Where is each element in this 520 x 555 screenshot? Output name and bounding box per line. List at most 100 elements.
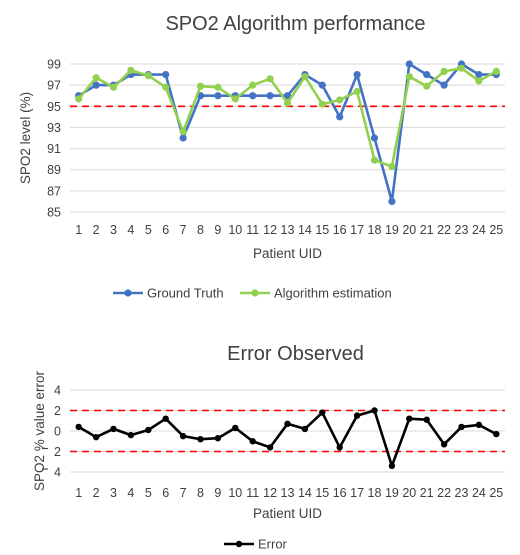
data-point	[249, 92, 257, 100]
x-tick-label: 19	[385, 223, 399, 237]
y-tick-label: 91	[47, 142, 61, 156]
x-tick-label: 16	[333, 486, 347, 500]
data-point	[214, 434, 222, 442]
data-point	[92, 74, 100, 82]
x-tick-label: 22	[437, 486, 451, 500]
data-point	[92, 433, 100, 441]
y-tick-label: 2	[54, 445, 61, 459]
y-tick-label: 99	[47, 58, 61, 72]
data-point	[109, 83, 118, 91]
data-point	[493, 430, 500, 438]
y-tick-label: 89	[47, 163, 61, 177]
x-tick-label: 7	[180, 223, 187, 237]
x-tick-label: 9	[214, 486, 221, 500]
data-point	[440, 81, 448, 89]
x-tick-label: 13	[281, 223, 295, 237]
data-point	[75, 423, 82, 431]
x-tick-label: 3	[110, 486, 117, 500]
x-axis-label: Patient UID	[253, 506, 322, 521]
data-point	[232, 424, 239, 432]
x-tick-label: 4	[127, 486, 134, 500]
x-tick-label: 19	[385, 486, 399, 500]
data-point	[370, 156, 379, 164]
data-point	[75, 95, 83, 103]
data-point	[336, 444, 343, 451]
x-tick-label: 20	[402, 223, 416, 237]
data-point	[266, 75, 274, 83]
y-tick-label: 93	[47, 121, 61, 135]
y-tick-label: 0	[54, 425, 61, 439]
x-tick-label: 12	[263, 486, 277, 500]
data-point	[110, 425, 117, 433]
data-point	[127, 431, 135, 439]
data-point	[405, 73, 413, 81]
data-point	[336, 113, 344, 121]
x-tick-label: 10	[228, 486, 242, 500]
x-tick-label: 21	[420, 486, 434, 500]
x-tick-label: 8	[197, 486, 204, 500]
data-point	[388, 197, 396, 206]
chart-title: SPO2 Algorithm performance	[165, 13, 425, 35]
x-tick-label: 11	[246, 486, 259, 500]
x-tick-label: 10	[228, 223, 242, 237]
x-tick-label: 25	[489, 223, 503, 237]
x-tick-label: 3	[110, 223, 117, 237]
x-tick-label: 17	[350, 223, 364, 237]
x-tick-label: 11	[246, 223, 259, 237]
data-point	[145, 426, 152, 434]
data-point	[353, 87, 361, 96]
legend-marker	[251, 289, 259, 297]
y-tick-label: 85	[47, 206, 61, 220]
data-point	[370, 134, 379, 142]
series-line	[78, 409, 497, 468]
x-tick-label: 2	[93, 486, 100, 500]
data-point	[458, 423, 465, 431]
data-point	[406, 415, 413, 422]
x-tick-label: 24	[472, 486, 486, 500]
x-tick-label: 7	[180, 486, 187, 500]
data-point	[405, 60, 413, 68]
x-tick-label: 9	[214, 223, 221, 237]
data-point	[214, 83, 222, 91]
data-point	[214, 92, 222, 100]
data-point	[249, 438, 256, 445]
data-point	[371, 407, 378, 414]
y-tick-label: 97	[47, 79, 61, 93]
data-point	[266, 92, 274, 100]
x-tick-label: 23	[455, 486, 469, 500]
data-point	[440, 67, 448, 75]
x-tick-label: 22	[437, 223, 451, 237]
data-point	[179, 128, 187, 136]
data-point	[423, 416, 430, 423]
data-point	[179, 432, 187, 440]
legend-marker	[235, 540, 243, 548]
x-tick-label: 18	[368, 223, 382, 237]
x-tick-label: 23	[455, 223, 469, 237]
x-tick-label: 17	[350, 486, 364, 500]
legend-label: Error	[258, 537, 288, 552]
x-tick-label: 15	[315, 223, 329, 237]
x-tick-label: 12	[263, 223, 277, 237]
data-point	[197, 436, 204, 443]
legend-label: Algorithm estimation	[274, 286, 392, 301]
x-tick-label: 5	[145, 223, 152, 237]
x-tick-label: 13	[281, 486, 295, 500]
data-point	[423, 70, 431, 79]
data-point	[388, 462, 396, 470]
data-point	[284, 420, 291, 428]
data-point	[492, 67, 500, 75]
data-point	[319, 409, 326, 416]
data-point	[353, 412, 361, 419]
data-point	[127, 66, 135, 74]
x-tick-label: 5	[145, 486, 152, 500]
data-point	[162, 70, 170, 79]
x-tick-label: 14	[298, 223, 312, 237]
x-tick-label: 1	[75, 223, 82, 237]
data-point	[249, 81, 257, 89]
data-point	[423, 82, 431, 90]
data-point	[92, 81, 100, 89]
x-tick-label: 20	[402, 486, 416, 500]
x-tick-label: 24	[472, 223, 486, 237]
x-tick-label: 15	[315, 486, 329, 500]
